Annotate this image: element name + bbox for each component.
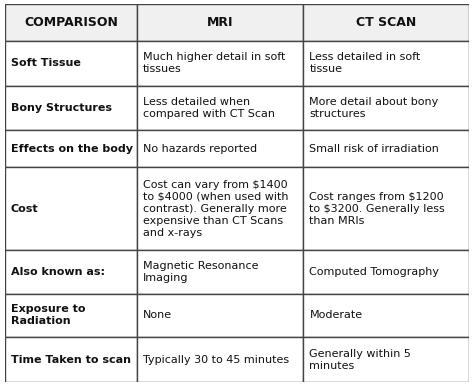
Bar xyxy=(137,294,303,337)
Text: Effects on the body: Effects on the body xyxy=(11,144,133,154)
Bar xyxy=(5,130,137,167)
Text: Cost: Cost xyxy=(11,203,38,213)
Bar xyxy=(137,337,303,382)
Text: COMPARISON: COMPARISON xyxy=(24,16,118,29)
Text: Generally within 5
minutes: Generally within 5 minutes xyxy=(310,349,411,371)
Bar xyxy=(303,86,469,130)
Bar xyxy=(5,294,137,337)
Bar xyxy=(137,250,303,294)
Text: Soft Tissue: Soft Tissue xyxy=(11,58,81,68)
Text: Much higher detail in soft
tissues: Much higher detail in soft tissues xyxy=(143,52,285,74)
Bar xyxy=(5,4,137,41)
Text: No hazards reported: No hazards reported xyxy=(143,144,257,154)
Text: Bony Structures: Bony Structures xyxy=(11,103,112,113)
Text: Small risk of irradiation: Small risk of irradiation xyxy=(310,144,439,154)
Bar xyxy=(303,41,469,86)
Text: Less detailed when
compared with CT Scan: Less detailed when compared with CT Scan xyxy=(143,97,275,119)
Text: Cost ranges from $1200
to $3200. Generally less
than MRIs: Cost ranges from $1200 to $3200. General… xyxy=(310,191,445,225)
Text: Magnetic Resonance
Imaging: Magnetic Resonance Imaging xyxy=(143,261,259,283)
Text: Also known as:: Also known as: xyxy=(11,267,105,277)
Bar xyxy=(137,167,303,250)
Text: MRI: MRI xyxy=(207,16,234,29)
Bar xyxy=(303,294,469,337)
Text: Computed Tomography: Computed Tomography xyxy=(310,267,439,277)
Bar xyxy=(5,86,137,130)
Bar xyxy=(137,41,303,86)
Text: Less detailed in soft
tissue: Less detailed in soft tissue xyxy=(310,52,421,74)
Text: None: None xyxy=(143,310,172,320)
Bar xyxy=(303,250,469,294)
Bar xyxy=(5,337,137,382)
Text: More detail about bony
structures: More detail about bony structures xyxy=(310,97,439,119)
Bar xyxy=(303,337,469,382)
Text: Moderate: Moderate xyxy=(310,310,363,320)
Text: Typically 30 to 45 minutes: Typically 30 to 45 minutes xyxy=(143,355,289,365)
Bar xyxy=(5,250,137,294)
Bar xyxy=(303,167,469,250)
Bar xyxy=(5,167,137,250)
Bar xyxy=(5,41,137,86)
Text: Exposure to
Radiation: Exposure to Radiation xyxy=(11,305,85,327)
Text: Time Taken to scan: Time Taken to scan xyxy=(11,355,131,365)
Bar xyxy=(303,4,469,41)
Bar xyxy=(137,86,303,130)
Bar xyxy=(137,4,303,41)
Text: CT SCAN: CT SCAN xyxy=(356,16,417,29)
Text: Cost can vary from $1400
to $4000 (when used with
contrast). Generally more
expe: Cost can vary from $1400 to $4000 (when … xyxy=(143,179,289,238)
Bar xyxy=(137,130,303,167)
Bar xyxy=(303,130,469,167)
